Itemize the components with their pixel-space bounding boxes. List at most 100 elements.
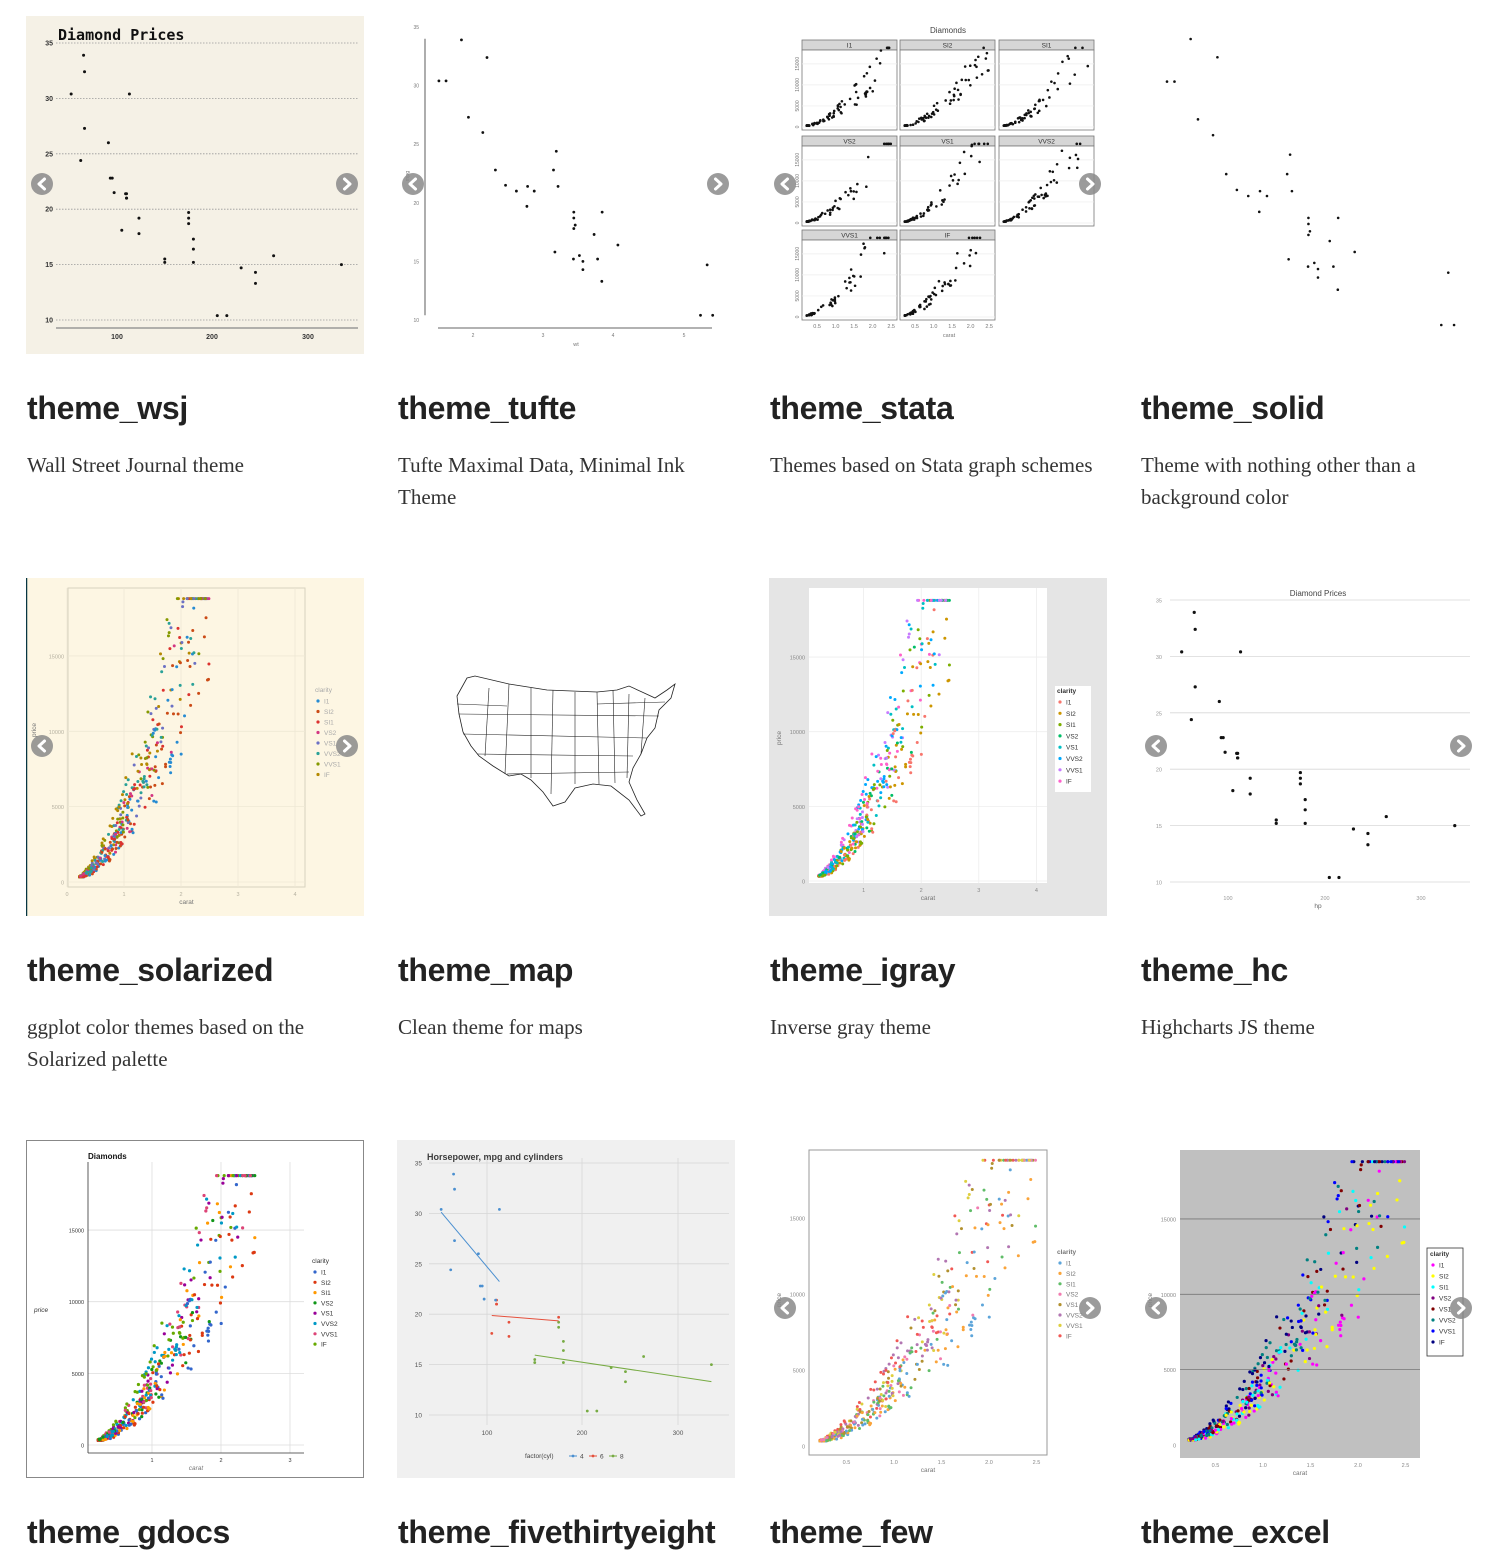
data-point	[897, 705, 901, 709]
data-point	[153, 1360, 157, 1364]
data-point	[1030, 207, 1034, 210]
data-point	[1299, 1319, 1303, 1323]
data-point	[1224, 1404, 1228, 1408]
data-point	[1314, 1318, 1318, 1322]
legend-label: VS2	[321, 1300, 334, 1307]
theme-preview-image[interactable]: Diamonds 0 5000 10000 15000 1 2 3 carat price clar…	[26, 1140, 364, 1478]
data-point	[151, 731, 155, 735]
theme-name[interactable]: theme_stata	[770, 390, 954, 426]
data-point	[1013, 121, 1017, 125]
theme-preview-image[interactable]: 0 5000 10000 15000 1 2 3 4 carat price clarity I1 SI…	[769, 578, 1107, 916]
legend-swatch	[1058, 779, 1062, 783]
data-point	[135, 1401, 139, 1406]
data-point	[1008, 1168, 1012, 1172]
data-point	[214, 1310, 218, 1314]
theme-name[interactable]: theme_igray	[770, 952, 956, 988]
previous-button[interactable]	[402, 173, 424, 195]
data-point	[1256, 1362, 1260, 1366]
facet-panel	[801, 145, 898, 227]
theme-name[interactable]: theme_excel	[1141, 1514, 1330, 1550]
theme-name[interactable]: theme_hc	[1141, 952, 1288, 988]
data-point	[1400, 1241, 1404, 1245]
theme-preview-image[interactable]: 0500010000150000.51.01.52.02.5caratprice…	[1140, 1140, 1478, 1478]
data-point	[945, 1332, 949, 1336]
data-point	[815, 121, 819, 125]
data-point	[171, 1358, 175, 1362]
theme-name[interactable]: theme_tufte	[398, 390, 577, 426]
theme-name[interactable]: theme_gdocs	[27, 1514, 230, 1550]
previous-button[interactable]	[774, 1297, 796, 1319]
data-point	[206, 1339, 211, 1343]
data-point	[831, 867, 835, 871]
next-button[interactable]	[1450, 1297, 1472, 1319]
data-point	[948, 90, 951, 94]
data-point	[903, 220, 907, 223]
theme-preview-image[interactable]: 0 5000 10000 15000 0 1 2 3 4 carat price clarity I1 S…	[26, 578, 364, 916]
data-point	[222, 1173, 226, 1178]
theme-preview-image[interactable]	[1140, 16, 1478, 354]
y-tick-label: 15000	[795, 153, 801, 167]
legend-swatch	[1058, 768, 1062, 772]
data-point	[1055, 162, 1059, 166]
theme-name[interactable]: theme_map	[398, 952, 574, 988]
data-point	[166, 1354, 170, 1358]
next-button[interactable]	[707, 173, 729, 195]
data-point	[890, 1374, 894, 1378]
data-point	[1354, 1198, 1358, 1203]
y-tick-label: 15	[45, 262, 53, 269]
theme-name[interactable]: theme_solarized	[27, 952, 274, 988]
theme-preview-image[interactable]: Diamonds I1 0 5000 10000 15000 SI2 SI1 VS2 0 5000 1…	[769, 16, 1107, 354]
data-point	[171, 1331, 175, 1335]
theme-preview-image[interactable]: 1015202530352345wtmpg	[397, 16, 735, 354]
previous-button[interactable]	[1145, 735, 1167, 757]
data-point	[197, 1314, 201, 1318]
data-point	[849, 268, 853, 271]
data-point	[1226, 1400, 1230, 1404]
theme-name[interactable]: theme_fivethirtyeight	[398, 1514, 716, 1550]
next-button[interactable]	[336, 173, 358, 195]
data-point	[959, 1227, 963, 1231]
data-point	[1377, 1214, 1382, 1218]
data-point	[1293, 1343, 1297, 1347]
previous-button[interactable]	[31, 173, 53, 195]
previous-button[interactable]	[774, 173, 796, 195]
data-point	[837, 207, 841, 211]
next-button[interactable]	[336, 735, 358, 757]
data-point	[818, 873, 822, 877]
theme-name[interactable]: theme_solid	[1141, 390, 1325, 426]
data-point	[878, 1414, 882, 1418]
theme-preview-image[interactable]: 0500010000150000.51.01.52.02.5caratprice…	[769, 1140, 1107, 1478]
data-point	[856, 182, 859, 186]
data-point	[861, 830, 865, 834]
data-point	[1366, 843, 1370, 847]
data-point	[209, 1237, 213, 1241]
chart-title: Diamond Prices	[1290, 589, 1346, 598]
x-tick-label: 2.0	[967, 324, 975, 330]
data-point	[950, 1267, 954, 1271]
theme-preview-plot: 0500010000150000.51.01.52.02.5caratprice…	[1140, 1140, 1478, 1478]
theme-preview-image[interactable]: Horsepower, mpg and cylinders 10 15 20 25 30 3…	[397, 1140, 735, 1478]
data-point	[178, 661, 182, 665]
data-point	[1257, 1405, 1261, 1409]
data-point	[887, 796, 891, 800]
theme-preview-image[interactable]: Diamond Prices 10 15 20 25 30 35 100 200 300 hp	[1140, 578, 1478, 916]
previous-button[interactable]	[31, 735, 53, 757]
data-point	[552, 168, 555, 172]
data-point	[130, 827, 134, 831]
data-point	[165, 1380, 169, 1384]
theme-name[interactable]: theme_wsj	[27, 390, 188, 426]
theme-name[interactable]: theme_few	[770, 1514, 933, 1550]
next-button[interactable]	[1450, 735, 1472, 757]
data-point	[1290, 189, 1294, 193]
previous-button[interactable]	[1145, 1297, 1167, 1319]
data-point	[903, 1355, 907, 1359]
data-point	[921, 1325, 925, 1329]
next-button[interactable]	[1079, 1297, 1101, 1319]
theme-preview-image[interactable]: 10 15 20 25 30 35 100 200 300 Diamond Prices	[26, 16, 364, 354]
data-point	[924, 1344, 928, 1348]
next-button[interactable]	[1079, 173, 1101, 195]
theme-preview-image[interactable]	[397, 578, 735, 916]
data-point	[1355, 1260, 1359, 1264]
data-point	[148, 774, 152, 778]
data-point	[147, 746, 151, 750]
